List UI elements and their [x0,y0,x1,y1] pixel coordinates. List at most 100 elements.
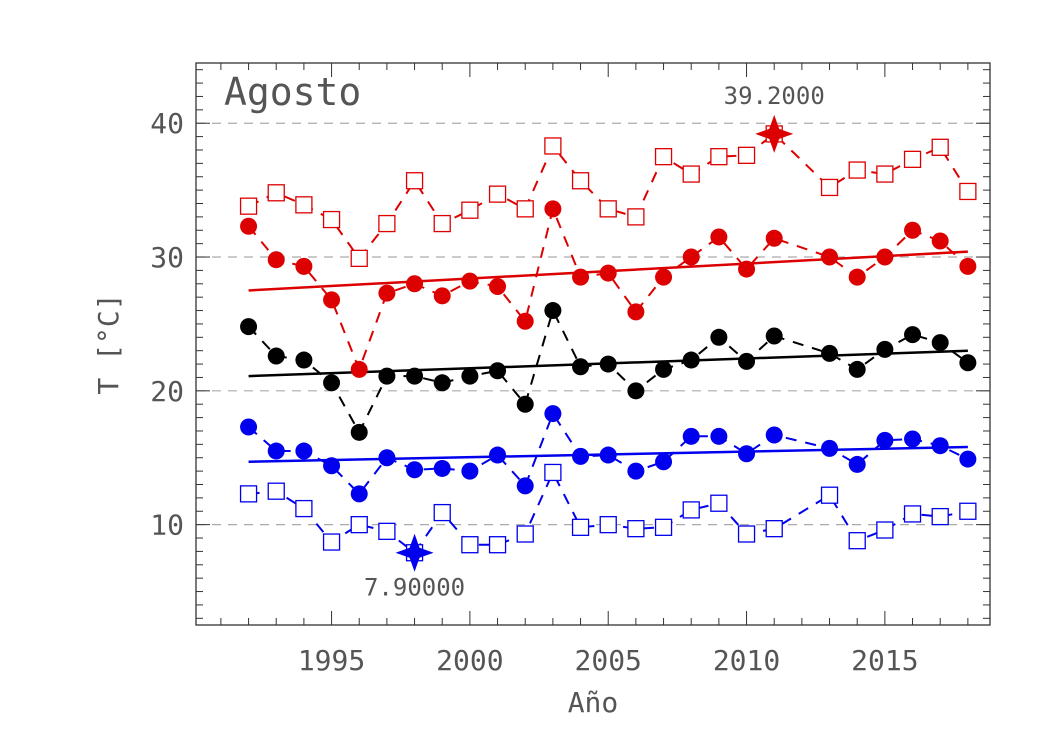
data-point-circle [848,268,866,286]
data-point-circle [406,275,424,293]
data-point-circle [599,355,617,373]
data-point-circle [904,430,922,448]
data-point-circle [378,367,396,385]
data-point-square [378,522,396,540]
data-point-circle [461,462,479,480]
data-point-square [571,172,590,190]
data-point-square [571,518,590,536]
data-point-square [544,137,562,155]
data-point-circle [627,382,645,400]
data-point-circle [848,360,866,378]
data-point-circle [959,257,977,275]
data-point-circle [931,334,949,352]
data-point-circle [599,446,617,464]
record-min-label: 7.90000 [364,574,465,602]
data-point-circle [240,318,258,336]
data-point-circle [433,459,451,477]
data-point-circle [267,442,285,460]
data-point-square [876,165,894,183]
data-point-circle [461,272,479,290]
data-point-square [488,185,507,203]
abs-max-line [248,132,969,261]
data-point-circle [959,354,977,372]
chart-title: Agosto [224,70,361,114]
data-point-square [516,525,534,543]
data-point-circle [821,344,839,362]
y-tick-label: 10 [150,509,184,542]
data-point-circle [572,447,590,465]
data-series [239,125,977,562]
y-tick-label: 40 [150,107,184,140]
data-point-circle [599,264,617,282]
data-point-square [931,138,949,156]
y-axis-label: T [°C] [92,293,125,394]
record-min-star [395,533,434,572]
data-point-circle [765,426,783,444]
data-point-circle [821,248,839,266]
data-point-circle [295,257,313,275]
data-point-circle [378,284,396,302]
data-point-square [461,536,479,554]
data-point-circle [489,362,507,380]
data-point-circle [682,351,700,369]
data-point-circle [848,455,866,473]
abs-max-series [239,125,977,268]
mean-max-series [240,200,977,378]
data-point-circle [240,217,258,235]
data-point-square [239,485,258,503]
data-point-circle [544,405,562,423]
data-point-circle [738,352,756,370]
plot-frame [195,62,991,626]
x-tick-label: 1995 [298,644,365,677]
data-point-square [710,148,728,166]
data-point-circle [433,287,451,305]
data-point-square [544,463,562,482]
data-point-square [737,146,756,164]
x-tick-labels: 1995 2000 2005 2010 2015 [298,644,919,677]
data-point-square [267,184,285,202]
data-point-square [322,533,341,551]
data-point-circle [350,360,368,378]
data-point-square [295,196,313,214]
data-point-circle [323,374,341,392]
x-tick-label: 2010 [713,644,780,677]
data-point-square [295,499,313,518]
data-point-square [433,503,451,522]
data-point-circle [295,351,313,369]
data-point-circle [682,427,700,445]
data-point-circle [489,277,507,295]
data-point-circle [682,248,700,266]
x-tick-label: 2005 [574,644,641,677]
data-point-square [461,201,479,219]
data-point-circle [710,328,728,346]
data-point-circle [323,457,341,475]
data-point-circle [544,200,562,218]
data-point-circle [433,374,451,392]
data-point-square [959,182,977,201]
data-point-circle [959,450,977,468]
data-point-square [903,505,922,523]
data-point-circle [489,446,507,464]
data-point-square [378,214,396,233]
data-point-square [654,148,673,166]
data-point-square [405,172,424,190]
data-point-square [931,507,949,526]
data-point-square [654,518,673,536]
data-point-circle [627,462,645,480]
data-point-square [239,197,258,215]
data-point-square [350,515,368,534]
data-point-circle [931,437,949,455]
data-point-circle [738,260,756,278]
data-point-circle [710,427,728,445]
data-point-square [599,515,617,534]
data-point-square [267,482,285,500]
data-point-circle [406,461,424,479]
data-point-circle [710,228,728,246]
data-point-square [627,520,645,538]
grid-lines [196,122,990,526]
data-point-square [350,249,368,268]
data-point-square [433,214,451,233]
data-point-square [627,208,645,226]
data-point-circle [516,395,534,413]
data-point-circle [240,418,258,436]
